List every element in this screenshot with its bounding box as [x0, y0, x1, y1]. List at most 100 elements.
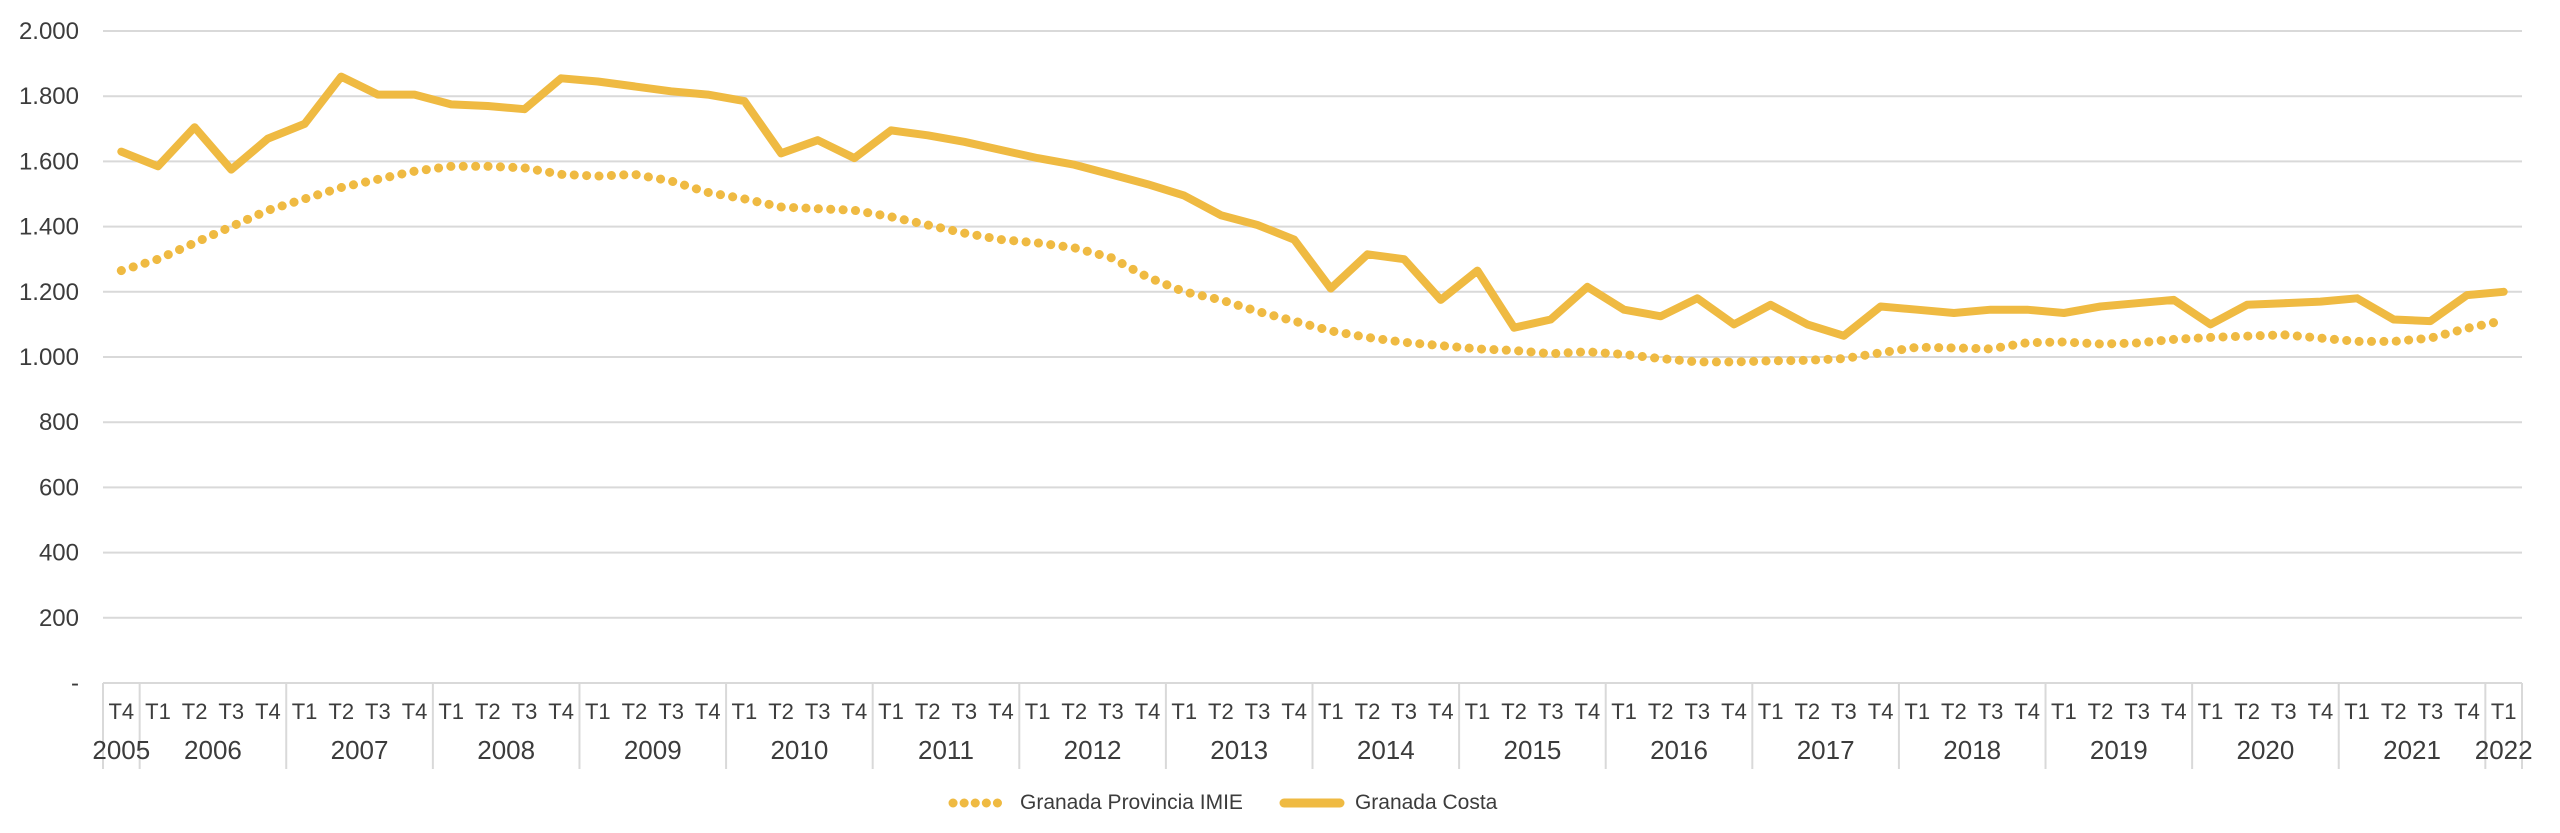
x-axis-quarter-label: T4 — [108, 699, 134, 724]
x-axis-year-label: 2010 — [770, 735, 828, 765]
x-axis-quarter-label: T4 — [1135, 699, 1161, 724]
x-axis-quarter-label: T2 — [1208, 699, 1234, 724]
x-axis-quarter-label: T2 — [2088, 699, 2114, 724]
dotted-line-swatch — [948, 798, 1010, 808]
x-axis-quarter-label: T4 — [1721, 699, 1747, 724]
legend-item-granada-provincia: Granada Provincia IMIE — [948, 791, 1243, 815]
x-axis-quarter-label: T2 — [328, 699, 354, 724]
x-axis-quarter-label: T1 — [2491, 699, 2517, 724]
x-axis-quarter-label: T4 — [1428, 699, 1454, 724]
x-axis-quarter-label: T1 — [145, 699, 171, 724]
x-axis-quarter-label: T2 — [1794, 699, 1820, 724]
legend-label-granada-provincia: Granada Provincia IMIE — [1020, 791, 1243, 814]
y-axis-tick-label: 1.600 — [19, 148, 79, 175]
y-axis-tick-label: 1.200 — [19, 279, 79, 306]
x-axis-quarter-label: T3 — [2124, 699, 2150, 724]
x-axis-quarter-label: T3 — [1098, 699, 1124, 724]
y-axis-tick-label: 1.800 — [19, 83, 79, 110]
x-axis-quarter-label: T3 — [1978, 699, 2004, 724]
x-axis-quarter-label: T1 — [1611, 699, 1637, 724]
x-axis-quarter-label: T1 — [2344, 699, 2370, 724]
x-axis-year-label: 2021 — [2383, 735, 2441, 765]
x-axis-year-label: 2011 — [918, 735, 974, 765]
series-line-granada-provincia — [116, 161, 2509, 367]
x-axis-quarter-label: T3 — [512, 699, 538, 724]
x-axis-quarter-label: T2 — [1501, 699, 1527, 724]
x-axis-quarter-label: T4 — [548, 699, 574, 724]
x-axis-quarter-label: T4 — [1575, 699, 1601, 724]
x-axis-quarter-label: T4 — [402, 699, 428, 724]
y-axis-tick-label: 1.400 — [19, 214, 79, 241]
x-axis-quarter-label: T1 — [878, 699, 904, 724]
x-axis-quarter-label: T2 — [2381, 699, 2407, 724]
x-axis-quarter-label: T2 — [768, 699, 794, 724]
series-line-granada-costa — [117, 72, 2508, 340]
x-axis-quarter-label: T2 — [182, 699, 208, 724]
x-axis-quarter-label: T1 — [2051, 699, 2077, 724]
x-axis-year-label: 2012 — [1064, 735, 1122, 765]
x-axis-quarter-label: T1 — [1904, 699, 1930, 724]
x-axis-quarter-label: T3 — [1391, 699, 1417, 724]
x-axis-quarter-label: T1 — [1758, 699, 1784, 724]
x-axis-quarter-label: T4 — [2161, 699, 2187, 724]
x-axis-quarter-label: T4 — [1281, 699, 1307, 724]
x-axis-quarter-label: T2 — [1941, 699, 1967, 724]
x-axis-quarter-label: T2 — [1061, 699, 1087, 724]
y-axis-tick-label: 800 — [39, 409, 79, 436]
x-axis-quarter-label: T3 — [951, 699, 977, 724]
x-axis-quarter-label: T4 — [2454, 699, 2480, 724]
x-axis-quarter-label: T3 — [2418, 699, 2444, 724]
y-axis-tick-label: - — [71, 670, 79, 697]
x-axis-quarter-label: T1 — [1025, 699, 1051, 724]
x-axis-quarter-label: T2 — [475, 699, 501, 724]
y-axis-tick-label: 200 — [39, 605, 79, 632]
x-axis-quarter-label: T4 — [988, 699, 1014, 724]
x-axis-quarter-label: T1 — [292, 699, 318, 724]
y-axis-tick-label: 2.000 — [19, 18, 79, 45]
x-axis-quarter-label: T4 — [842, 699, 868, 724]
chart-legend: Granada Provincia IMIE Granada Costa — [948, 785, 1497, 821]
y-axis-tick-label: 600 — [39, 474, 79, 501]
x-axis-quarter-label: T4 — [255, 699, 281, 724]
x-axis-quarter-label: T3 — [805, 699, 831, 724]
x-axis-year-label: 2019 — [2090, 735, 2148, 765]
x-axis-year-label: 2016 — [1650, 735, 1708, 765]
x-axis-quarter-label: T4 — [2014, 699, 2040, 724]
x-axis-quarter-label: T4 — [2308, 699, 2334, 724]
x-axis-year-label: 2017 — [1797, 735, 1855, 765]
solid-line-swatch — [1279, 798, 1345, 808]
x-axis-year-label: 2015 — [1503, 735, 1561, 765]
x-axis-year-label: 2009 — [624, 735, 682, 765]
x-axis-quarter-label: T2 — [1648, 699, 1674, 724]
x-axis-year-label: 2006 — [184, 735, 242, 765]
x-axis-year-label: 2020 — [2237, 735, 2295, 765]
x-axis-quarter-label: T2 — [622, 699, 648, 724]
x-axis-quarter-label: T3 — [2271, 699, 2297, 724]
x-axis-quarter-label: T3 — [1831, 699, 1857, 724]
x-axis-year-label: 2007 — [331, 735, 389, 765]
x-axis-quarter-label: T2 — [1355, 699, 1381, 724]
x-axis-quarter-label: T1 — [585, 699, 611, 724]
x-axis-quarter-label: T4 — [1868, 699, 1894, 724]
y-axis-tick-label: 1.000 — [19, 344, 79, 371]
x-axis-quarter-label: T2 — [915, 699, 941, 724]
x-axis-year-label: 2018 — [1943, 735, 2001, 765]
x-axis-quarter-label: T4 — [695, 699, 721, 724]
x-axis-year-label: 2014 — [1357, 735, 1415, 765]
x-axis-quarter-label: T1 — [438, 699, 464, 724]
x-axis-quarter-label: T3 — [218, 699, 244, 724]
x-axis-quarter-label: T1 — [1318, 699, 1344, 724]
x-axis-quarter-label: T3 — [365, 699, 391, 724]
x-axis-quarter-label: T1 — [2198, 699, 2224, 724]
x-axis-quarter-label: T2 — [2234, 699, 2260, 724]
x-axis-quarter-label: T3 — [658, 699, 684, 724]
x-axis-year-label: 2013 — [1210, 735, 1268, 765]
y-axis-tick-label: 400 — [39, 540, 79, 567]
x-axis-quarter-label: T3 — [1245, 699, 1271, 724]
legend-label-granada-costa: Granada Costa — [1354, 791, 1498, 814]
x-axis-quarter-label: T3 — [1538, 699, 1564, 724]
x-axis-year-label: 2022 — [2475, 735, 2533, 765]
x-axis-year-label: 2005 — [92, 735, 150, 765]
